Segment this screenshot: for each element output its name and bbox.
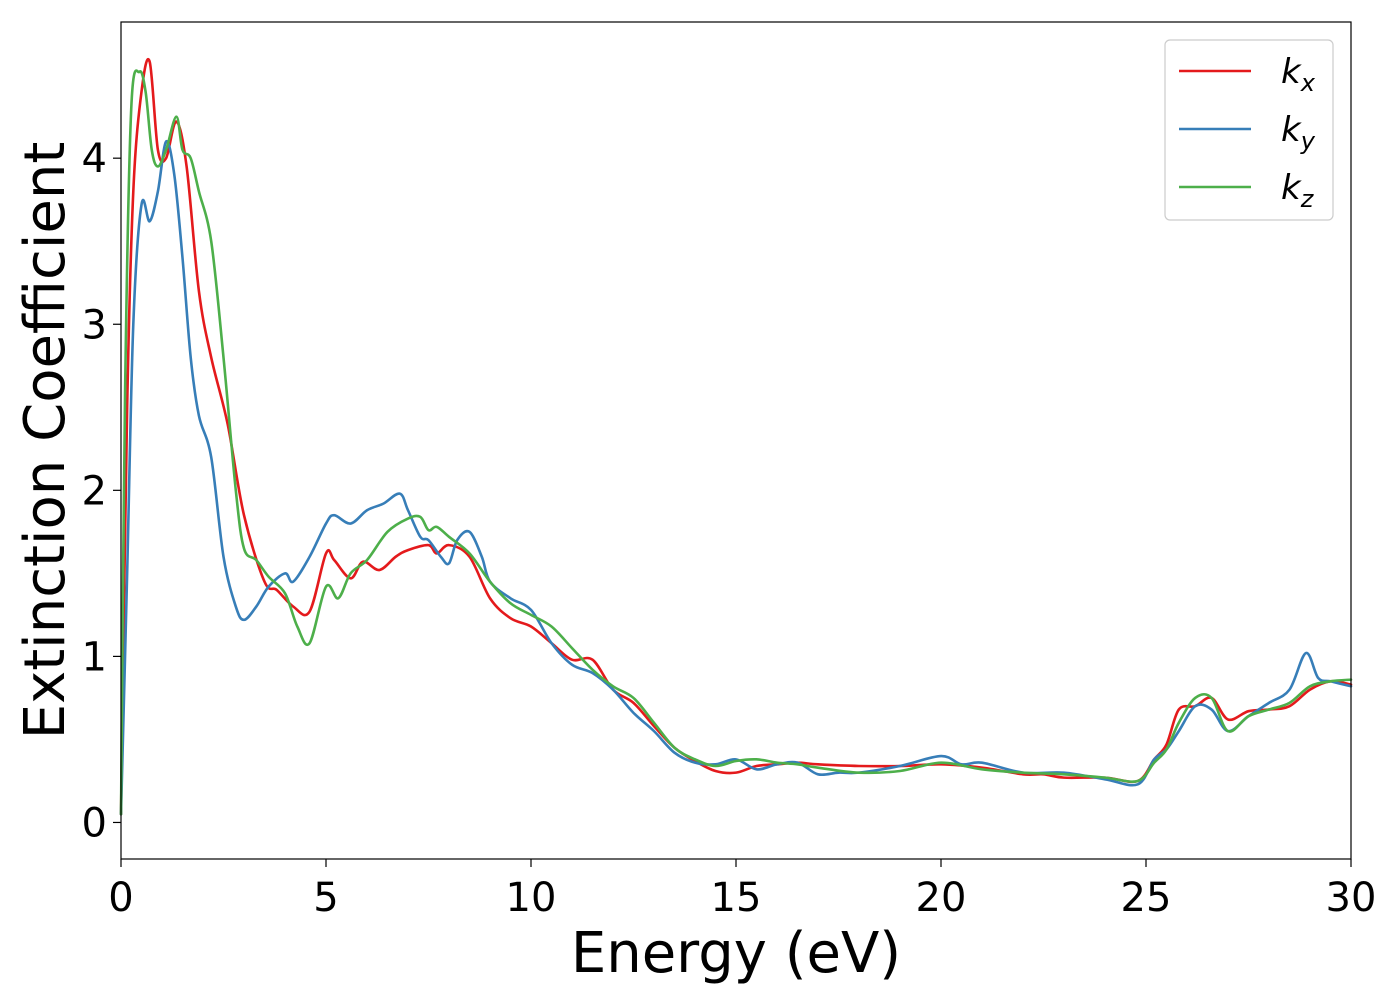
y-tick-label: 0 — [82, 800, 107, 846]
x-tick-label: 25 — [1121, 875, 1172, 921]
y-tick-label: 1 — [82, 634, 107, 680]
legend-label-z: kz — [1281, 168, 1315, 213]
y-tick-label: 4 — [82, 136, 107, 182]
series-line-z — [119, 69, 1353, 816]
x-axis-title: Energy (eV) — [571, 921, 901, 986]
series-layer — [119, 58, 1353, 816]
x-tick-label: 5 — [313, 875, 338, 921]
x-tick-label: 10 — [506, 875, 557, 921]
y-axis-title: Extinction Coefficient — [13, 142, 78, 740]
y-tick-label: 3 — [82, 302, 107, 348]
x-tick-label: 20 — [916, 875, 967, 921]
legend-label-y: ky — [1281, 110, 1316, 155]
y-tick-label: 2 — [82, 468, 107, 514]
x-tick-label: 0 — [108, 875, 133, 921]
x-tick-label: 30 — [1326, 875, 1377, 921]
legend-label-x: kx — [1281, 52, 1316, 97]
y-axis: 0 1 2 3 4 — [82, 136, 121, 846]
x-axis: 0 5 10 15 20 25 30 — [108, 859, 1376, 921]
legend: kx ky kz — [1164, 39, 1334, 221]
x-tick-label: 15 — [711, 875, 762, 921]
